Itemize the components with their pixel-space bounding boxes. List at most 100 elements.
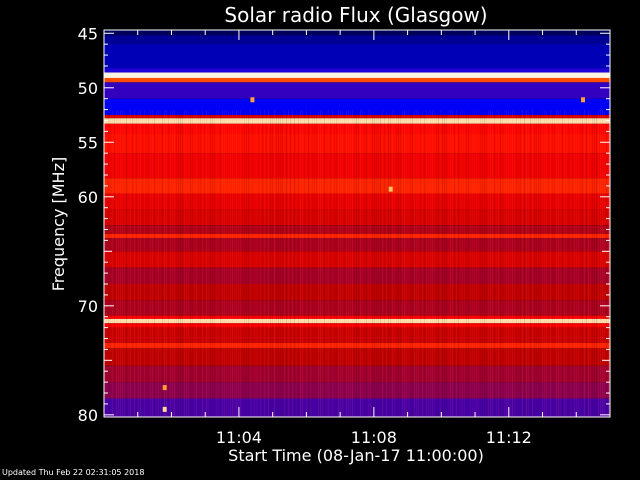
texture-line — [566, 110, 567, 417]
texture-line — [374, 110, 375, 417]
texture-line — [436, 110, 437, 417]
texture-line — [358, 110, 359, 417]
texture-line — [452, 110, 453, 417]
texture-line — [520, 110, 521, 417]
texture-line — [246, 110, 247, 417]
frequency-band-15 — [104, 209, 610, 226]
texture-line — [296, 110, 297, 417]
texture-line — [584, 110, 585, 417]
texture-line — [440, 110, 441, 417]
texture-line — [474, 110, 475, 417]
texture-line — [608, 110, 609, 417]
texture-line — [586, 110, 587, 417]
texture-line — [194, 110, 195, 417]
texture-line — [200, 110, 201, 417]
texture-line — [148, 110, 149, 417]
texture-line — [472, 110, 473, 417]
texture-line — [268, 110, 269, 417]
texture-line — [204, 110, 205, 417]
burst-spikes — [162, 97, 586, 412]
texture-line — [388, 110, 389, 417]
y-axis: 45 50 55 60 70 80 — [78, 24, 610, 425]
texture-line — [376, 110, 377, 417]
texture-line — [274, 110, 275, 417]
texture-line — [162, 110, 163, 417]
texture-line — [312, 110, 313, 417]
texture-line — [190, 110, 191, 417]
texture-line — [220, 110, 221, 417]
texture-line — [180, 110, 181, 417]
texture-line — [216, 110, 217, 417]
texture-line — [178, 110, 179, 417]
texture-line — [458, 110, 459, 417]
texture-line — [316, 110, 317, 417]
texture-line — [324, 110, 325, 417]
texture-line — [254, 110, 255, 417]
texture-line — [510, 110, 511, 417]
frequency-band-18 — [104, 238, 610, 252]
plot-frame — [103, 29, 611, 418]
texture-line — [124, 110, 125, 417]
texture-line — [252, 110, 253, 417]
texture-line — [282, 110, 283, 417]
texture-line — [334, 110, 335, 417]
texture-line — [336, 110, 337, 417]
x-tick-label: 11:12 — [486, 428, 532, 447]
texture-line — [480, 110, 481, 417]
texture-line — [108, 110, 109, 417]
texture-line — [166, 110, 167, 417]
texture-line — [548, 110, 549, 417]
y-tick-label: 55 — [78, 133, 98, 152]
spike-4 — [162, 406, 167, 412]
texture-line — [470, 110, 471, 417]
texture-line — [242, 110, 243, 417]
texture-line — [378, 110, 379, 417]
texture-line — [236, 110, 237, 417]
texture-line — [568, 110, 569, 417]
frequency-band-22 — [104, 300, 610, 316]
texture-line — [260, 110, 261, 417]
texture-line — [554, 110, 555, 417]
frequency-band-0 — [104, 30, 610, 36]
frequency-band-16 — [104, 225, 610, 234]
texture-line — [322, 110, 323, 417]
texture-line — [238, 110, 239, 417]
y-tick-label: 50 — [78, 79, 98, 98]
texture-line — [134, 110, 135, 417]
texture-line — [416, 110, 417, 417]
texture-line — [444, 110, 445, 417]
texture-line — [308, 110, 309, 417]
texture-line — [464, 110, 465, 417]
texture-line — [130, 110, 131, 417]
texture-line — [508, 110, 509, 417]
texture-line — [244, 110, 245, 417]
texture-line — [352, 110, 353, 417]
texture-line — [248, 110, 249, 417]
texture-line — [154, 110, 155, 417]
y-tick-label: 70 — [78, 297, 98, 316]
texture-line — [478, 110, 479, 417]
texture-line — [524, 110, 525, 417]
texture-line — [394, 110, 395, 417]
y-tick-label: 60 — [78, 188, 98, 207]
texture-line — [466, 110, 467, 417]
y-tick-label: 45 — [78, 24, 98, 43]
texture-line — [284, 110, 285, 417]
texture-line — [430, 110, 431, 417]
frequency-band-27 — [104, 342, 610, 349]
texture-line — [250, 110, 251, 417]
texture-line — [550, 110, 551, 417]
texture-line — [176, 110, 177, 417]
texture-line — [270, 110, 271, 417]
texture-line — [202, 110, 203, 417]
texture-line — [418, 110, 419, 417]
texture-line — [132, 110, 133, 417]
texture-line — [306, 110, 307, 417]
frequency-band-8 — [104, 115, 610, 119]
texture-line — [496, 110, 497, 417]
frequency-band-14 — [104, 193, 610, 210]
texture-line — [140, 110, 141, 417]
texture-line — [538, 110, 539, 417]
texture-line — [226, 110, 227, 417]
texture-line — [504, 110, 505, 417]
